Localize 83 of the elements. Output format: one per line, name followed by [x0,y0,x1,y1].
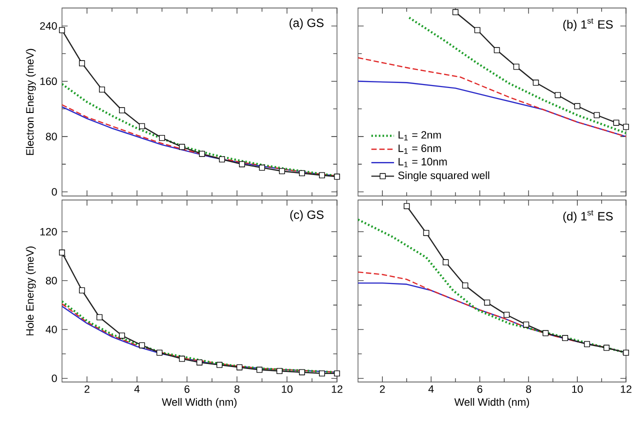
point [59,250,65,256]
point [119,107,125,114]
point [216,362,222,368]
point [513,64,520,70]
text: (c) GS [290,210,324,222]
point [423,230,430,236]
text: (a) GS [290,18,324,30]
y-tick-label: 120 [40,228,57,236]
point [594,112,600,118]
point [99,86,105,93]
point [139,123,145,130]
point [79,287,85,294]
point [179,356,185,362]
x-tick-label: 10 [282,385,292,393]
point [623,124,629,130]
y-axis-title: Hole Energy (meV) [26,246,36,336]
y-tick-label: 240 [40,22,57,30]
point [494,47,500,54]
x-tick-label: 4 [428,385,434,393]
point [119,332,125,339]
point [584,341,590,348]
point [484,300,490,306]
point [276,368,282,374]
legend-label: L$_{1}$ = 6nm [398,144,441,154]
point [179,144,185,150]
point [299,170,305,176]
legend-label: Single squared well [398,171,490,182]
point [236,364,242,370]
y-axis-title: Electron Energy (meV) [26,48,36,155]
point [442,259,449,266]
y-tick-label: 0 [52,374,57,382]
point [504,312,510,318]
point [199,150,205,157]
x-tick-label: 8 [526,385,532,393]
point [532,80,539,86]
point [523,322,530,328]
point [256,366,262,373]
x-tick-label: 8 [234,385,240,393]
point [542,330,549,336]
x-tick-label: 2 [84,385,90,393]
point [404,203,410,210]
point [604,344,610,351]
legend-label: L$_{1}$ = 2nm [398,131,441,140]
point [96,314,102,320]
x-tick-label: 2 [380,385,385,393]
x-axis-title: Well Width (nm) [454,398,530,408]
y-tick-label: 80 [46,276,57,284]
legend-label: L$_{1}$ = 10nm [398,158,447,168]
x-tick-label: 12 [332,385,342,393]
point [159,134,165,141]
point [299,369,305,376]
point [562,335,568,342]
y-tick-label: 160 [40,78,57,86]
x-axis-title: Well Width (nm) [162,398,237,408]
y-tick-label: 40 [46,326,57,334]
point [319,370,325,376]
point [156,350,162,356]
x-tick-label: 6 [184,385,190,393]
text: (b) 1$^{st}$ ES [563,18,613,32]
point [334,174,340,180]
x-tick-label: 10 [572,385,583,393]
point [239,161,245,168]
point [613,120,620,126]
point [219,156,225,162]
point [554,92,561,98]
point [474,27,480,34]
y-tick-label: 0 [52,188,57,196]
x-tick-label: 12 [620,385,632,393]
point [59,27,65,34]
point [196,359,202,366]
point [319,172,325,178]
point [452,9,458,16]
point [334,370,340,376]
point [259,164,265,171]
point [139,342,145,348]
point [79,60,85,66]
x-tick-label: 4 [134,385,140,393]
point [279,168,285,174]
y-tick-label: 80 [46,132,57,140]
x-tick-label: 6 [477,385,482,393]
point [462,282,468,288]
text: (d) 1$^{st}$ ES [563,210,613,223]
point [574,103,580,110]
